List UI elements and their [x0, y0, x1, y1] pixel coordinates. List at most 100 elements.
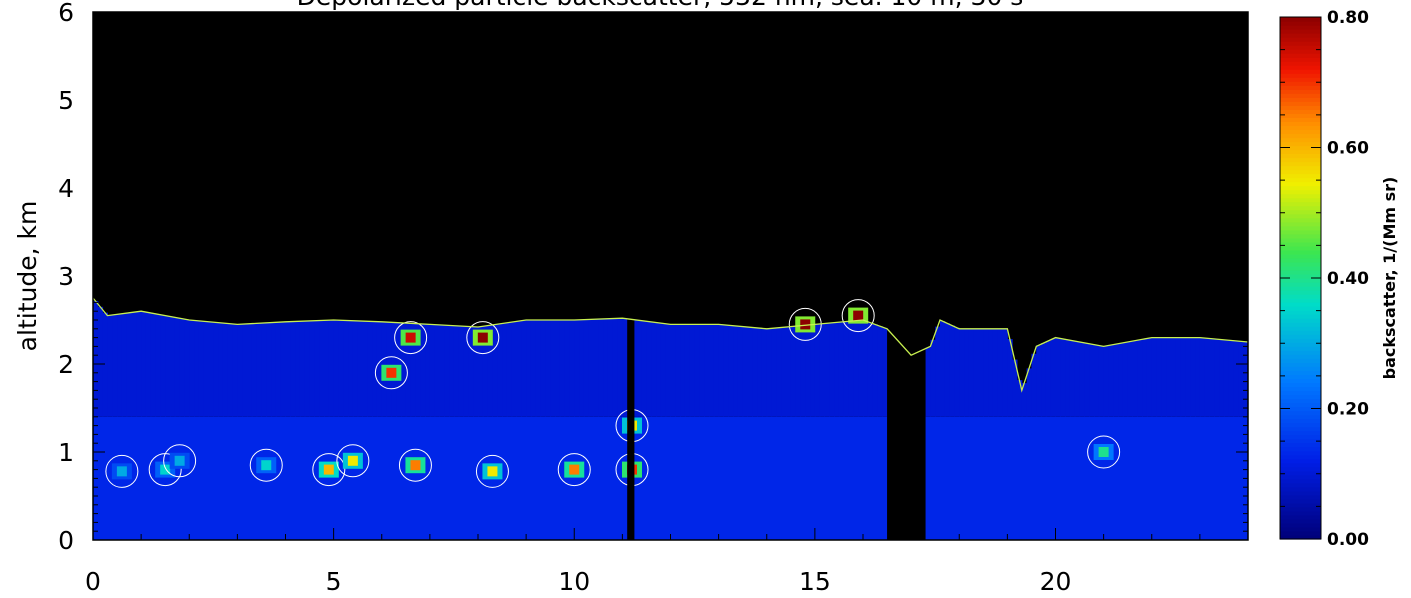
curtain-cell	[838, 416, 845, 540]
curtain-cell	[757, 416, 763, 540]
curtain-cell	[155, 416, 161, 540]
colorbar-step	[1280, 474, 1321, 480]
curtain-cell	[1012, 359, 1018, 417]
curtain-cell	[853, 320, 859, 417]
curtain-cell	[790, 416, 797, 540]
curtain-cell	[636, 320, 643, 417]
curtain-cell	[1045, 340, 1052, 417]
curtain-cell	[843, 321, 850, 417]
curtain-cell	[1233, 340, 1239, 417]
curtain-cell	[848, 321, 854, 417]
curtain-cell	[184, 416, 190, 540]
curtain-cell	[1002, 328, 1008, 417]
curtain-cell	[429, 324, 436, 417]
curtain-cell	[651, 322, 657, 417]
curtain-cell	[97, 416, 104, 540]
curtain-cell	[1026, 368, 1032, 417]
curtain-cell	[1171, 416, 1177, 540]
curtain-cell	[463, 326, 469, 417]
curtain-cell	[449, 325, 455, 417]
colorbar-step	[1280, 225, 1321, 231]
curtain-cell	[660, 323, 667, 417]
curtain-cell	[439, 416, 445, 540]
colorbar-step	[1280, 209, 1321, 215]
curtain-cell	[107, 315, 113, 417]
curtain-cell	[367, 321, 373, 417]
curtain-cell	[761, 328, 768, 417]
curtain-cell	[227, 323, 234, 417]
curtain-cell	[1146, 416, 1153, 540]
curtain-cell	[1012, 416, 1018, 540]
curtain-cell	[559, 320, 566, 417]
curtain-cell	[521, 320, 527, 417]
curtain-cell	[141, 416, 147, 540]
curtain-cell	[1118, 416, 1124, 540]
curtain-cell	[319, 416, 325, 540]
curtain-cell	[1209, 338, 1215, 417]
curtain-cell	[401, 416, 407, 540]
curtain-cell	[468, 326, 474, 417]
curtain-cell	[521, 416, 527, 540]
colorbar-tick-label: 0.80	[1327, 8, 1369, 28]
curtain-cell	[1103, 416, 1109, 540]
curtain-cell	[863, 416, 869, 540]
feature-core	[160, 464, 171, 475]
curtain-cell	[810, 416, 816, 540]
curtain-cell	[872, 324, 878, 417]
curtain-cell	[324, 320, 330, 417]
data-gap	[887, 324, 926, 540]
curtain-cell	[704, 324, 710, 417]
curtain-cell	[511, 416, 517, 540]
curtain-cell	[304, 320, 311, 417]
colorbar-step	[1280, 25, 1321, 30]
colorbar-tick-label: 0.60	[1327, 139, 1369, 159]
curtain-cell	[641, 416, 647, 540]
curtain-cell	[684, 416, 691, 540]
curtain-cell	[670, 416, 676, 540]
curtain-cell	[983, 416, 989, 540]
curtain-cell	[1175, 337, 1182, 417]
curtain-cell	[184, 319, 190, 417]
curtain-cell	[203, 321, 209, 417]
feature-core	[261, 460, 272, 471]
curtain-cell	[535, 416, 542, 540]
y-tick-label: 2	[58, 350, 74, 379]
colorbar-step	[1280, 322, 1321, 327]
curtain-cell	[1190, 416, 1196, 540]
curtain-cell	[343, 416, 349, 540]
curtain-cell	[574, 319, 580, 417]
curtain-cell	[786, 416, 792, 540]
curtain-cell	[757, 328, 763, 417]
curtain-cell	[1050, 338, 1056, 417]
curtain-cell	[968, 328, 975, 417]
curtain-cell	[997, 328, 1004, 417]
feature-contour	[841, 299, 875, 333]
curtain-cell	[526, 320, 532, 417]
curtain-cell	[453, 325, 460, 417]
curtain-cell	[593, 416, 599, 540]
curtain-cell	[1045, 416, 1052, 540]
curtain-cell	[834, 322, 840, 417]
curtain-cell	[530, 416, 537, 540]
curtain-cell	[218, 416, 224, 540]
feature-core	[323, 464, 334, 475]
curtain-cell	[1156, 416, 1162, 540]
curtain-cell	[1031, 416, 1037, 540]
curtain-cell	[444, 325, 450, 417]
curtain-cell	[1094, 345, 1100, 417]
curtain-cell	[944, 416, 951, 540]
curtain-cell	[838, 321, 845, 417]
feature-contour	[374, 356, 408, 390]
curtain-cell	[1166, 337, 1172, 417]
curtain-cell	[935, 326, 941, 417]
curtain-cell	[237, 416, 243, 540]
curtain-cell	[872, 416, 878, 540]
curtain-cell	[222, 416, 229, 540]
colorbar-title: backscatter, 1/(Mm sr)	[1380, 177, 1399, 380]
feature-contour	[336, 444, 370, 478]
colorbar-step	[1280, 410, 1321, 416]
curtain-cell	[1065, 339, 1071, 417]
colorbar-step	[1280, 165, 1321, 171]
colorbar-step	[1280, 346, 1321, 351]
curtain-cell	[795, 325, 801, 417]
